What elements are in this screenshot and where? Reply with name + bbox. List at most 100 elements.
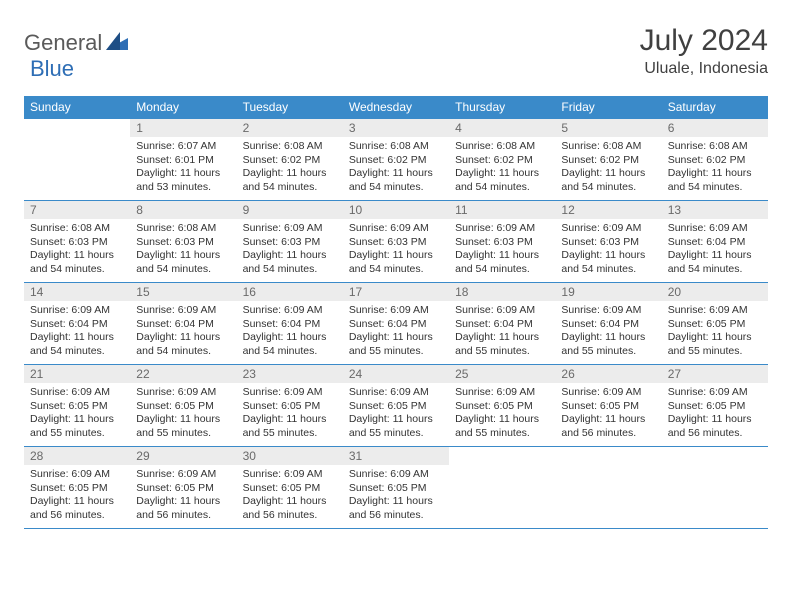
day-details: Sunrise: 6:09 AMSunset: 6:04 PMDaylight:… [555,301,661,363]
day-details: Sunrise: 6:09 AMSunset: 6:04 PMDaylight:… [130,301,236,363]
day-details: Sunrise: 6:09 AMSunset: 6:05 PMDaylight:… [343,465,449,527]
calendar-row: 28Sunrise: 6:09 AMSunset: 6:05 PMDayligh… [24,447,768,529]
calendar-cell: 30Sunrise: 6:09 AMSunset: 6:05 PMDayligh… [237,447,343,529]
day-details: Sunrise: 6:09 AMSunset: 6:05 PMDaylight:… [24,383,130,445]
day-number: 13 [662,201,768,219]
day-number: 14 [24,283,130,301]
weekday-header: Saturday [662,96,768,119]
calendar-cell [662,447,768,529]
day-number: 28 [24,447,130,465]
weekday-header: Wednesday [343,96,449,119]
calendar-cell: 5Sunrise: 6:08 AMSunset: 6:02 PMDaylight… [555,119,661,201]
day-details: Sunrise: 6:09 AMSunset: 6:05 PMDaylight:… [662,301,768,363]
day-details: Sunrise: 6:09 AMSunset: 6:05 PMDaylight:… [555,383,661,445]
calendar-cell: 26Sunrise: 6:09 AMSunset: 6:05 PMDayligh… [555,365,661,447]
day-number: 15 [130,283,236,301]
day-details: Sunrise: 6:09 AMSunset: 6:05 PMDaylight:… [662,383,768,445]
calendar-cell: 25Sunrise: 6:09 AMSunset: 6:05 PMDayligh… [449,365,555,447]
day-details: Sunrise: 6:09 AMSunset: 6:05 PMDaylight:… [449,383,555,445]
day-number: 18 [449,283,555,301]
day-details: Sunrise: 6:08 AMSunset: 6:03 PMDaylight:… [24,219,130,281]
day-number: 5 [555,119,661,137]
calendar-cell: 14Sunrise: 6:09 AMSunset: 6:04 PMDayligh… [24,283,130,365]
day-details: Sunrise: 6:08 AMSunset: 6:02 PMDaylight:… [662,137,768,199]
day-number: 2 [237,119,343,137]
day-number: 30 [237,447,343,465]
day-details: Sunrise: 6:09 AMSunset: 6:04 PMDaylight:… [237,301,343,363]
day-number: 6 [662,119,768,137]
calendar-cell: 15Sunrise: 6:09 AMSunset: 6:04 PMDayligh… [130,283,236,365]
weekday-header: Thursday [449,96,555,119]
day-details: Sunrise: 6:09 AMSunset: 6:05 PMDaylight:… [130,465,236,527]
calendar-cell: 29Sunrise: 6:09 AMSunset: 6:05 PMDayligh… [130,447,236,529]
weekday-header: Sunday [24,96,130,119]
calendar-cell [449,447,555,529]
day-details: Sunrise: 6:09 AMSunset: 6:05 PMDaylight:… [130,383,236,445]
calendar-cell: 27Sunrise: 6:09 AMSunset: 6:05 PMDayligh… [662,365,768,447]
day-number: 20 [662,283,768,301]
brand-logo: General [24,24,130,56]
calendar-cell: 24Sunrise: 6:09 AMSunset: 6:05 PMDayligh… [343,365,449,447]
day-number: 21 [24,365,130,383]
day-details: Sunrise: 6:09 AMSunset: 6:04 PMDaylight:… [662,219,768,281]
day-details: Sunrise: 6:09 AMSunset: 6:04 PMDaylight:… [343,301,449,363]
calendar-row: 21Sunrise: 6:09 AMSunset: 6:05 PMDayligh… [24,365,768,447]
day-number: 31 [343,447,449,465]
day-number: 29 [130,447,236,465]
day-number: 10 [343,201,449,219]
brand-mark-icon [106,32,128,55]
calendar-table: Sunday Monday Tuesday Wednesday Thursday… [24,96,768,529]
day-details: Sunrise: 6:08 AMSunset: 6:02 PMDaylight:… [343,137,449,199]
calendar-row: 14Sunrise: 6:09 AMSunset: 6:04 PMDayligh… [24,283,768,365]
calendar-cell: 1Sunrise: 6:07 AMSunset: 6:01 PMDaylight… [130,119,236,201]
weekday-header-row: Sunday Monday Tuesday Wednesday Thursday… [24,96,768,119]
calendar-cell: 19Sunrise: 6:09 AMSunset: 6:04 PMDayligh… [555,283,661,365]
brand-text-general: General [24,30,102,56]
day-details: Sunrise: 6:09 AMSunset: 6:03 PMDaylight:… [555,219,661,281]
day-details: Sunrise: 6:08 AMSunset: 6:02 PMDaylight:… [237,137,343,199]
weekday-header: Friday [555,96,661,119]
calendar-cell: 2Sunrise: 6:08 AMSunset: 6:02 PMDaylight… [237,119,343,201]
calendar-cell: 6Sunrise: 6:08 AMSunset: 6:02 PMDaylight… [662,119,768,201]
day-number: 22 [130,365,236,383]
day-number: 27 [662,365,768,383]
day-details: Sunrise: 6:07 AMSunset: 6:01 PMDaylight:… [130,137,236,199]
calendar-cell: 28Sunrise: 6:09 AMSunset: 6:05 PMDayligh… [24,447,130,529]
day-details: Sunrise: 6:09 AMSunset: 6:03 PMDaylight:… [237,219,343,281]
day-number: 1 [130,119,236,137]
calendar-cell: 31Sunrise: 6:09 AMSunset: 6:05 PMDayligh… [343,447,449,529]
day-number: 19 [555,283,661,301]
calendar-cell: 9Sunrise: 6:09 AMSunset: 6:03 PMDaylight… [237,201,343,283]
calendar-cell: 23Sunrise: 6:09 AMSunset: 6:05 PMDayligh… [237,365,343,447]
day-details: Sunrise: 6:09 AMSunset: 6:04 PMDaylight:… [24,301,130,363]
calendar-row: 7Sunrise: 6:08 AMSunset: 6:03 PMDaylight… [24,201,768,283]
calendar-cell: 12Sunrise: 6:09 AMSunset: 6:03 PMDayligh… [555,201,661,283]
day-details: Sunrise: 6:09 AMSunset: 6:03 PMDaylight:… [449,219,555,281]
day-number: 25 [449,365,555,383]
day-number: 23 [237,365,343,383]
day-details: Sunrise: 6:09 AMSunset: 6:05 PMDaylight:… [237,465,343,527]
calendar-cell: 17Sunrise: 6:09 AMSunset: 6:04 PMDayligh… [343,283,449,365]
day-details: Sunrise: 6:09 AMSunset: 6:05 PMDaylight:… [343,383,449,445]
calendar-cell: 11Sunrise: 6:09 AMSunset: 6:03 PMDayligh… [449,201,555,283]
day-number: 26 [555,365,661,383]
day-details: Sunrise: 6:09 AMSunset: 6:04 PMDaylight:… [449,301,555,363]
day-details: Sunrise: 6:09 AMSunset: 6:05 PMDaylight:… [237,383,343,445]
day-number: 8 [130,201,236,219]
calendar-cell: 4Sunrise: 6:08 AMSunset: 6:02 PMDaylight… [449,119,555,201]
day-number: 7 [24,201,130,219]
calendar-cell: 10Sunrise: 6:09 AMSunset: 6:03 PMDayligh… [343,201,449,283]
day-number: 11 [449,201,555,219]
calendar-cell: 13Sunrise: 6:09 AMSunset: 6:04 PMDayligh… [662,201,768,283]
calendar-cell [555,447,661,529]
calendar-cell: 21Sunrise: 6:09 AMSunset: 6:05 PMDayligh… [24,365,130,447]
day-number: 4 [449,119,555,137]
month-title: July 2024 [640,24,768,58]
day-number: 9 [237,201,343,219]
brand-text-blue: Blue [30,56,774,82]
calendar-cell: 18Sunrise: 6:09 AMSunset: 6:04 PMDayligh… [449,283,555,365]
weekday-header: Monday [130,96,236,119]
day-number: 17 [343,283,449,301]
calendar-cell: 7Sunrise: 6:08 AMSunset: 6:03 PMDaylight… [24,201,130,283]
day-details: Sunrise: 6:09 AMSunset: 6:03 PMDaylight:… [343,219,449,281]
